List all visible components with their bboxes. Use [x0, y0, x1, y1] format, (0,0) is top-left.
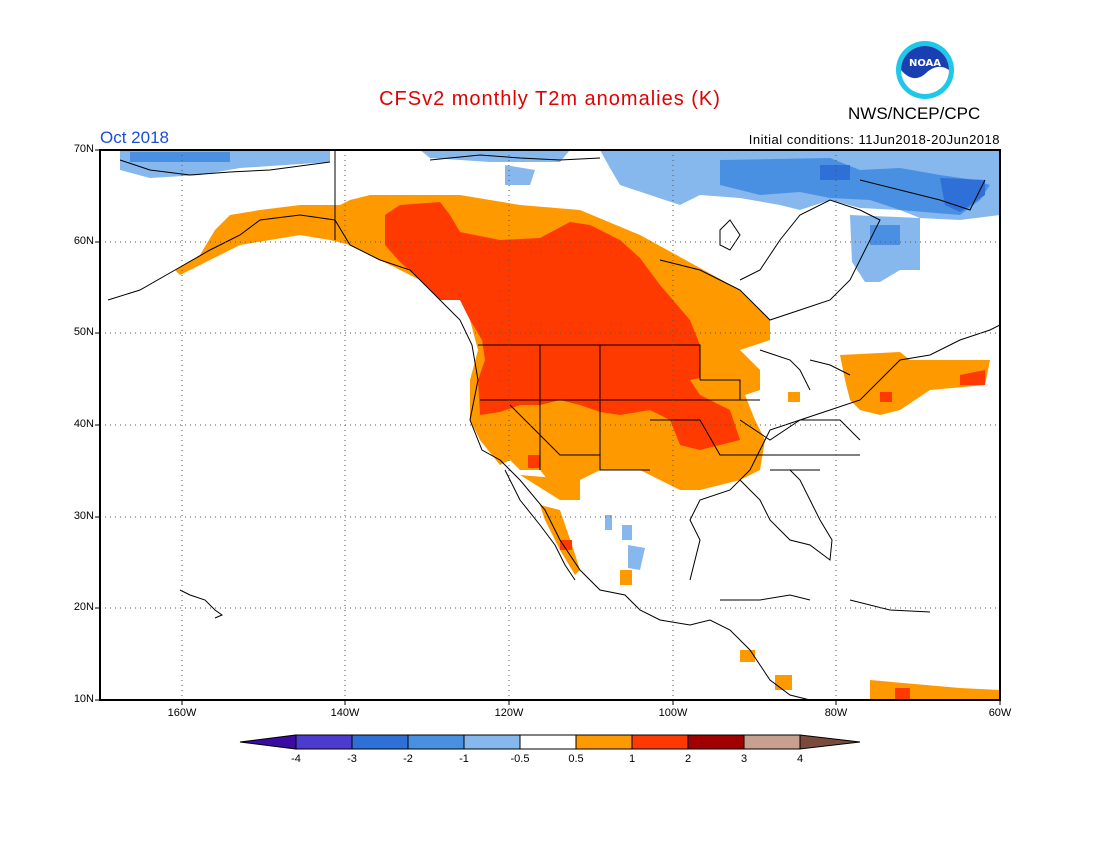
- colorbar-label: -2: [403, 753, 413, 765]
- lat-label-60n: 60N: [73, 235, 94, 247]
- colorbar-label: 2: [684, 753, 692, 765]
- colorbar-segment: [687, 734, 745, 750]
- lon-label-80w: 80W: [824, 707, 848, 719]
- agency-label: NWS/NCEP/CPC: [848, 104, 981, 123]
- colorbar-label: -1: [459, 753, 469, 765]
- colorbar-label: 3: [740, 753, 748, 765]
- logo-text: NOAA: [909, 58, 941, 69]
- colorbar: [239, 734, 861, 750]
- colorbar-label: -0.5: [510, 753, 530, 765]
- lat-label-40n: 40N: [73, 418, 94, 430]
- lon-label-100w: 100W: [658, 707, 688, 719]
- colorbar-segment: [351, 734, 409, 750]
- lon-label-160w: 160W: [167, 707, 197, 719]
- lat-label-70n: 70N: [73, 143, 94, 155]
- map-title: CFSv2 monthly T2m anomalies (K): [379, 88, 721, 110]
- graticule: [100, 150, 1000, 700]
- valid-period-label: Oct 2018: [100, 128, 169, 147]
- colorbar-segment: [519, 734, 577, 750]
- warm-anomaly-strong: [385, 202, 985, 700]
- lon-label-120w: 120W: [494, 707, 524, 719]
- colorbar-segment: [463, 734, 521, 750]
- colorbar-segment: [743, 734, 801, 750]
- colorbar-label: 1: [628, 753, 636, 765]
- colorbar-label: 0.5: [568, 753, 584, 765]
- lat-label-20n: 20N: [73, 601, 94, 613]
- colorbar-segment: [575, 734, 633, 750]
- colorbar-segment: [631, 734, 689, 750]
- colorbar-segment: [295, 734, 353, 750]
- lat-label-30n: 30N: [73, 510, 94, 522]
- lat-label-50n: 50N: [73, 326, 94, 338]
- initial-conditions-label: Initial conditions: 11Jun2018-20Jun2018: [748, 132, 1000, 147]
- colorbar-min-arrow: [239, 734, 297, 750]
- coastlines: [107, 150, 1000, 700]
- colorbar-label: -4: [291, 753, 301, 765]
- colorbar-label: -3: [347, 753, 357, 765]
- lon-label-140w: 140W: [330, 707, 360, 719]
- colorbar-max-arrow: [799, 734, 861, 750]
- lon-label-60w: 60W: [988, 707, 1012, 719]
- lat-label-10n: 10N: [73, 693, 94, 705]
- cold-anomaly-strong: [130, 152, 990, 245]
- colorbar-label: 4: [796, 753, 804, 765]
- noaa-logo-icon: NOAA: [896, 41, 954, 99]
- colorbar-segment: [407, 734, 465, 750]
